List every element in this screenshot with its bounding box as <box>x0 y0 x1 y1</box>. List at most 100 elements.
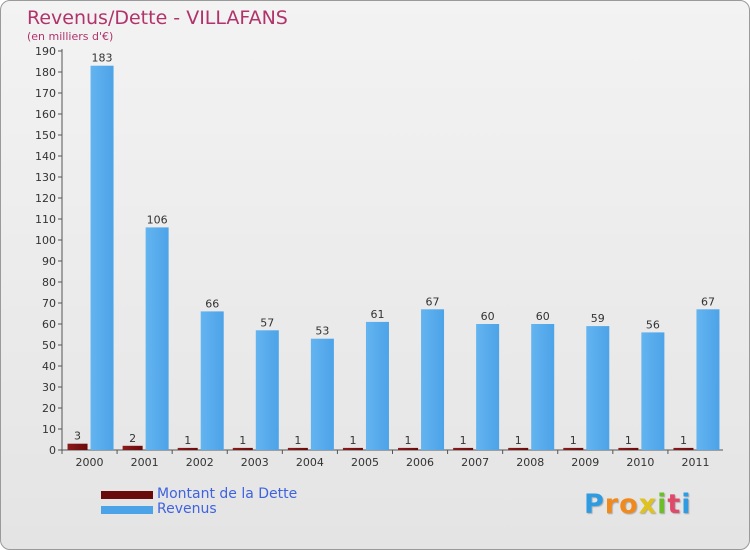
y-tick-label: 160 <box>35 108 56 121</box>
bar-dette <box>342 447 363 450</box>
legend-label-dette: Montant de la Dette <box>157 486 298 502</box>
x-tick-label: 2006 <box>406 456 434 469</box>
logo-letter: r <box>604 489 620 520</box>
y-tick-label: 20 <box>42 402 56 415</box>
x-tick-label: 2009 <box>571 456 599 469</box>
data-label-revenus: 57 <box>260 316 274 329</box>
data-label-dette: 1 <box>625 434 632 447</box>
bar-dette <box>508 447 529 450</box>
bar-revenus <box>365 321 389 450</box>
logo-letter: x <box>638 489 658 520</box>
bar-dette <box>177 447 198 450</box>
y-tick-label: 90 <box>42 255 56 268</box>
legend-swatch-revenus <box>101 505 153 514</box>
x-tick-label: 2004 <box>296 456 324 469</box>
y-tick-label: 110 <box>35 213 56 226</box>
y-tick-label: 30 <box>42 381 56 394</box>
data-label-dette: 1 <box>460 434 467 447</box>
y-tick-label: 140 <box>35 150 56 163</box>
data-label-revenus: 106 <box>147 213 168 226</box>
bar-dette <box>563 447 584 450</box>
data-label-dette: 1 <box>294 434 301 447</box>
bar-revenus <box>200 311 224 450</box>
logo-letter: t <box>667 489 682 520</box>
bar-dette <box>67 443 88 450</box>
legend: Montant de la Dette Revenus <box>101 487 297 517</box>
legend-swatch-dette <box>101 490 153 499</box>
bar-revenus <box>310 338 334 450</box>
data-labels-group: 3 183 2 106 1 66 1 57 1 53 1 61 1 67 1 60 1 60 1 59 1 56 1 67 <box>74 52 715 447</box>
data-label-dette: 1 <box>239 434 246 447</box>
x-tick-label: 2001 <box>131 456 159 469</box>
bar-dette <box>287 447 308 450</box>
data-label-revenus: 61 <box>370 308 384 321</box>
y-tick-label: 0 <box>49 444 56 457</box>
x-tick-label: 2007 <box>461 456 489 469</box>
data-label-dette: 2 <box>129 432 136 445</box>
bar-revenus <box>641 332 665 450</box>
bar-revenus <box>255 330 279 450</box>
chart-title: Revenus/Dette - VILLAFANS <box>27 7 288 29</box>
data-label-revenus: 183 <box>92 52 113 65</box>
data-label-dette: 1 <box>405 434 412 447</box>
y-tick-label: 50 <box>42 339 56 352</box>
y-tick-label: 10 <box>42 423 56 436</box>
legend-item-revenus: Revenus <box>101 502 297 517</box>
data-label-dette: 1 <box>515 434 522 447</box>
legend-label-revenus: Revenus <box>157 501 217 517</box>
y-tick-label: 80 <box>42 276 56 289</box>
bar-dette <box>232 447 253 450</box>
logo-letter: i <box>681 489 692 520</box>
logo-letter: o <box>619 489 639 520</box>
y-tick-label: 40 <box>42 360 56 373</box>
x-tick-label: 2005 <box>351 456 379 469</box>
bar-series-group <box>67 65 720 450</box>
legend-item-dette: Montant de la Dette <box>101 487 297 502</box>
proxiti-logo: Proxiti <box>584 489 692 520</box>
data-label-dette: 1 <box>349 434 356 447</box>
bar-dette <box>673 447 694 450</box>
bar-dette <box>618 447 639 450</box>
bar-revenus <box>586 326 610 450</box>
y-tick-label: 170 <box>35 87 56 100</box>
y-tick-label: 130 <box>35 171 56 184</box>
y-tick-label: 60 <box>42 318 56 331</box>
data-label-dette: 3 <box>74 430 81 443</box>
data-label-revenus: 60 <box>481 310 495 323</box>
y-tick-label: 180 <box>35 66 56 79</box>
x-tick-label: 2003 <box>241 456 269 469</box>
bar-revenus <box>421 309 445 450</box>
data-label-dette: 1 <box>570 434 577 447</box>
y-tick-label: 190 <box>35 45 56 58</box>
x-tick-label: 2010 <box>626 456 654 469</box>
bar-revenus <box>145 227 169 450</box>
data-label-revenus: 59 <box>591 312 605 325</box>
y-tick-label: 70 <box>42 297 56 310</box>
data-label-dette: 1 <box>184 434 191 447</box>
data-label-revenus: 67 <box>426 295 440 308</box>
bar-revenus <box>696 309 720 450</box>
logo-letter: P <box>584 489 605 520</box>
logo-letter: i <box>657 489 668 520</box>
bar-revenus <box>90 65 114 450</box>
x-tick-label: 2008 <box>516 456 544 469</box>
data-label-revenus: 67 <box>701 295 715 308</box>
data-label-dette: 1 <box>680 434 687 447</box>
x-tick-label: 2011 <box>681 456 709 469</box>
bar-revenus <box>531 324 555 450</box>
y-tick-label: 120 <box>35 192 56 205</box>
data-label-revenus: 53 <box>315 325 329 338</box>
x-tick-label: 2002 <box>186 456 214 469</box>
bar-dette <box>122 445 143 450</box>
x-tick-label: 2000 <box>76 456 104 469</box>
bar-dette <box>398 447 419 450</box>
data-label-revenus: 60 <box>536 310 550 323</box>
y-tick-label: 100 <box>35 234 56 247</box>
data-label-revenus: 56 <box>646 318 660 331</box>
bar-dette <box>453 447 474 450</box>
data-label-revenus: 66 <box>205 297 219 310</box>
bar-revenus <box>476 324 500 450</box>
y-tick-label: 150 <box>35 129 56 142</box>
